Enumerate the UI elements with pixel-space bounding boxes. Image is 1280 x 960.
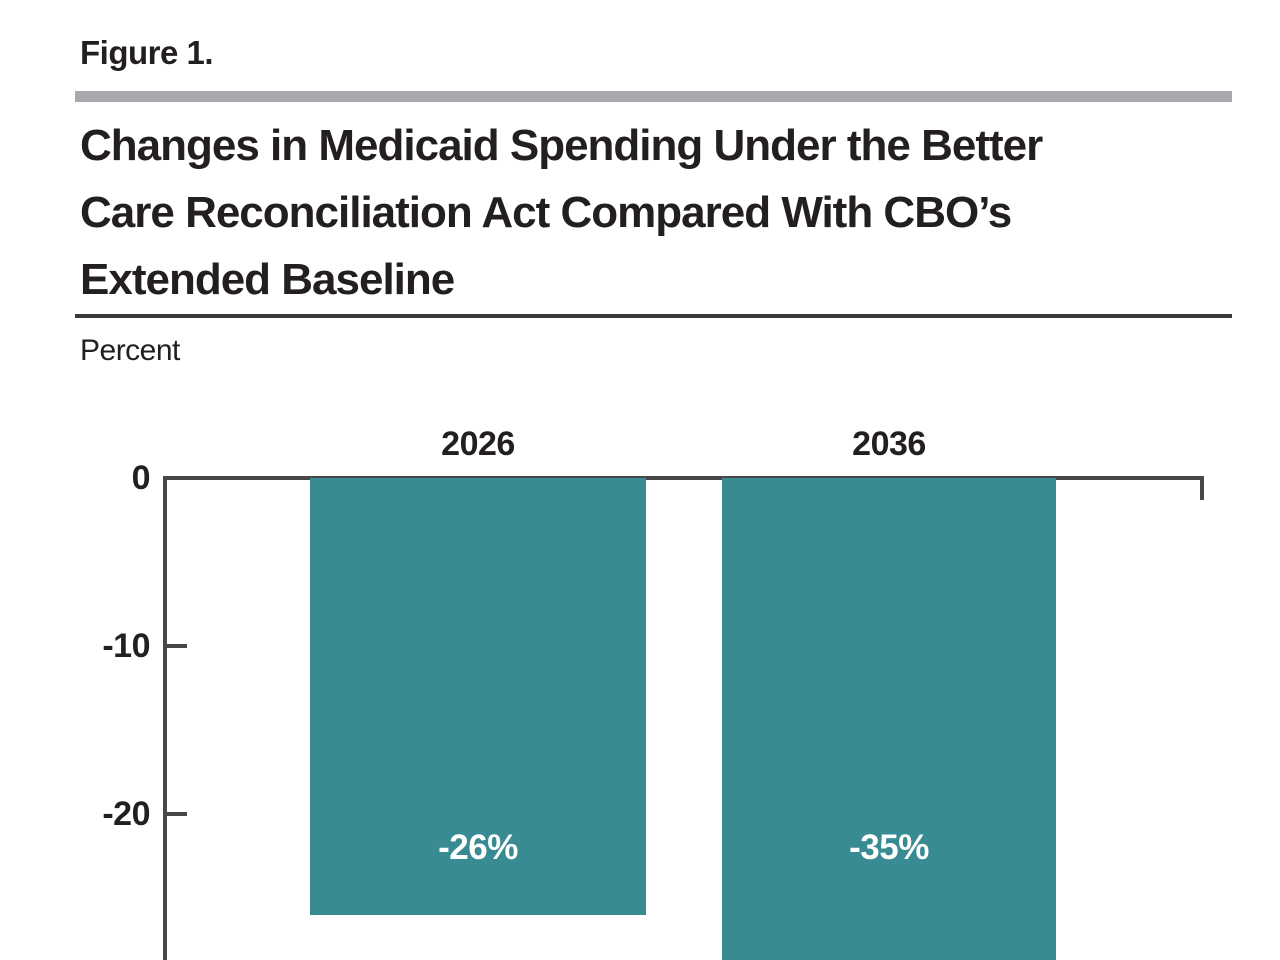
title-divider-rule bbox=[75, 314, 1232, 318]
y-tick-label-neg20: -20 bbox=[102, 795, 150, 833]
chart-title: Changes in Medicaid Spending Under the B… bbox=[80, 112, 1200, 313]
y-tick-label-0: 0 bbox=[131, 459, 151, 497]
chart-title-line-3: Extended Baseline bbox=[80, 255, 455, 304]
y-tick-label-neg10: -10 bbox=[102, 627, 150, 665]
figure-gray-rule bbox=[75, 91, 1232, 102]
category-label-2036: 2036 bbox=[852, 425, 926, 463]
value-label-2036: -35% bbox=[849, 828, 929, 867]
y-axis-line bbox=[163, 476, 167, 960]
chart-title-line-2: Care Reconciliation Act Compared With CB… bbox=[80, 188, 1012, 237]
y-axis-unit-label: Percent bbox=[80, 334, 180, 367]
zero-baseline bbox=[163, 476, 1204, 480]
figure-label: Figure 1. bbox=[80, 34, 214, 71]
chart-title-line-1: Changes in Medicaid Spending Under the B… bbox=[80, 121, 1043, 170]
x-axis-right-tick bbox=[1200, 476, 1204, 500]
bar-chart: 0 -10 -20 2026 2036 -26% -35% bbox=[0, 410, 1280, 960]
value-label-2026: -26% bbox=[438, 828, 518, 867]
y-tick-mark-neg10 bbox=[167, 644, 187, 648]
bar-2026 bbox=[310, 478, 646, 915]
category-label-2026: 2026 bbox=[441, 425, 515, 463]
bar-2036 bbox=[722, 478, 1056, 960]
y-tick-mark-neg20 bbox=[167, 812, 187, 816]
